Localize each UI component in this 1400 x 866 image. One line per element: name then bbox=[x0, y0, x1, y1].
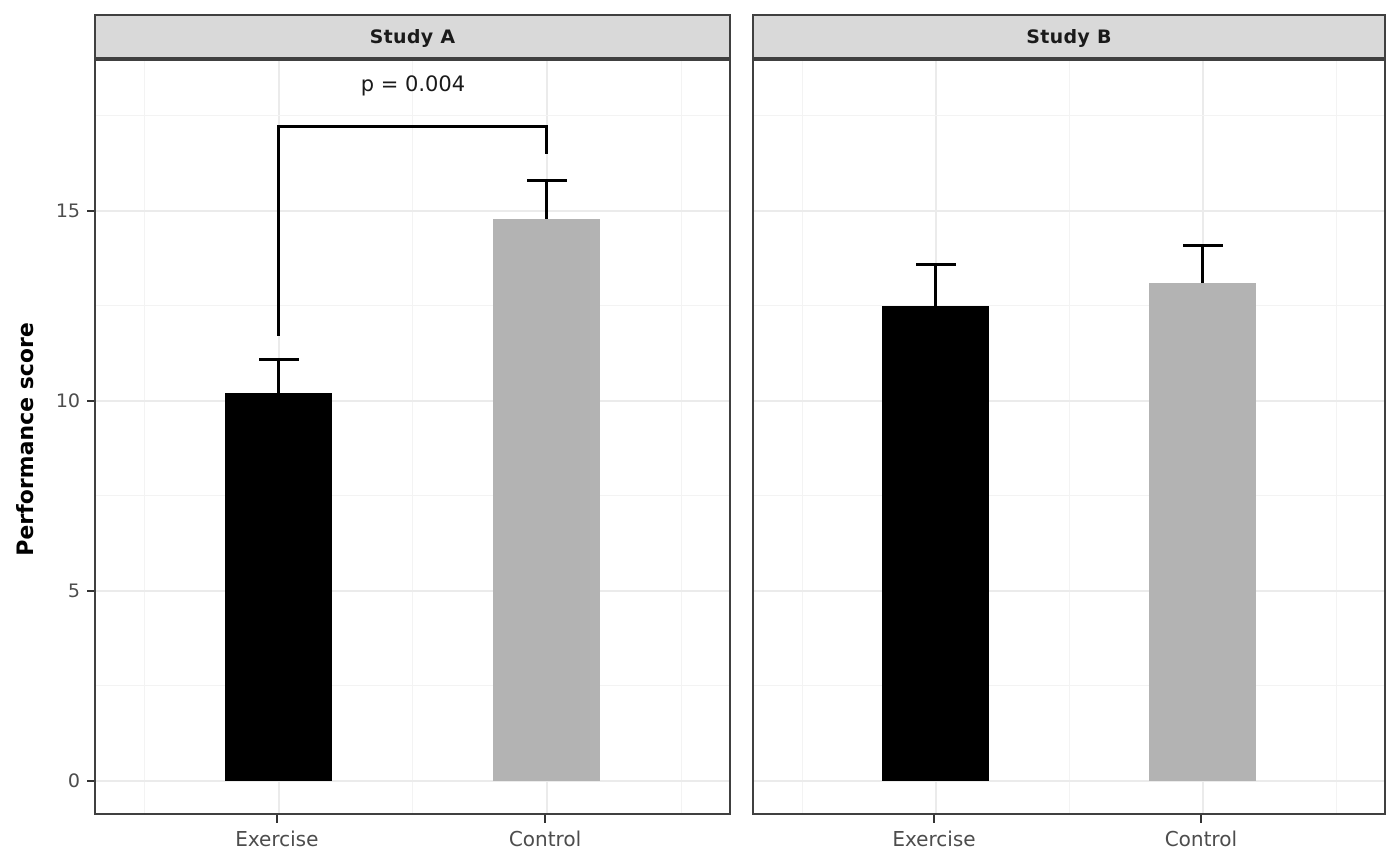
gridline-vertical-minor bbox=[412, 61, 414, 813]
gridline-horizontal-major bbox=[754, 589, 1384, 592]
facet-study-b: Study B Exercise Control bbox=[752, 0, 1386, 866]
x-axis-label-control: Control bbox=[1164, 827, 1237, 851]
gridline-horizontal-major bbox=[96, 399, 729, 402]
bar-study-b-exercise bbox=[882, 305, 990, 781]
gridline-horizontal-minor bbox=[754, 685, 1384, 687]
plot-panel-study-a: p = 0.004 bbox=[94, 59, 731, 815]
y-axis-tick-label: 0 bbox=[67, 769, 80, 792]
significance-bracket-left-arm bbox=[277, 125, 281, 337]
gridline-horizontal-minor bbox=[96, 495, 729, 497]
x-axis-tick bbox=[1199, 815, 1202, 823]
facet-strip-label: Study B bbox=[1026, 25, 1112, 48]
bar-study-b-control bbox=[1149, 283, 1257, 781]
error-bar-line-control bbox=[545, 180, 549, 219]
bar-study-a-exercise bbox=[225, 393, 333, 781]
error-bar-cap-control bbox=[526, 179, 567, 183]
gridline-horizontal-minor bbox=[96, 305, 729, 307]
gridline-horizontal-minor bbox=[754, 115, 1384, 117]
error-bar-cap-exercise bbox=[915, 262, 956, 266]
y-axis-tick-label: 15 bbox=[55, 199, 80, 222]
gridline-horizontal-major bbox=[96, 779, 729, 782]
x-axis-tick bbox=[932, 815, 935, 823]
error-bar-cap-control bbox=[1182, 243, 1223, 247]
plot-panel-study-b bbox=[752, 59, 1386, 815]
gridline-horizontal-major bbox=[96, 589, 729, 592]
gridline-vertical-minor bbox=[1068, 61, 1070, 813]
y-axis-tick bbox=[87, 209, 94, 212]
error-bar-line-control bbox=[1201, 245, 1205, 284]
gridline-vertical-minor bbox=[680, 61, 682, 813]
gridline-horizontal-major bbox=[754, 209, 1384, 212]
facet-study-a: Study A p = 0.004 Exercise Control bbox=[94, 0, 731, 866]
significance-bracket-top bbox=[277, 125, 549, 129]
significance-bracket-right-arm bbox=[545, 125, 549, 154]
error-bar-line-exercise bbox=[277, 359, 281, 394]
error-bar-line-exercise bbox=[934, 264, 938, 306]
gridline-vertical-minor bbox=[1335, 61, 1337, 813]
y-axis-tick-label: 5 bbox=[67, 579, 80, 602]
gridline-horizontal-major bbox=[96, 209, 729, 212]
p-value-label: p = 0.004 bbox=[360, 71, 466, 96]
gridline-horizontal-minor bbox=[96, 115, 729, 117]
gridline-vertical-minor bbox=[802, 61, 803, 813]
y-axis-tick bbox=[87, 779, 94, 782]
facet-strip-label: Study A bbox=[369, 25, 456, 48]
gridline-horizontal-minor bbox=[754, 495, 1384, 497]
x-axis-label-exercise: Exercise bbox=[892, 827, 976, 851]
error-bar-cap-exercise bbox=[258, 357, 299, 361]
gridline-horizontal-major bbox=[754, 779, 1384, 782]
gridline-horizontal-minor bbox=[96, 685, 729, 687]
y-axis-tick bbox=[87, 399, 94, 402]
y-axis-tick bbox=[87, 589, 94, 592]
facet-strip-study-b: Study B bbox=[752, 14, 1386, 59]
bar-study-a-control bbox=[493, 218, 601, 781]
x-axis-label-exercise: Exercise bbox=[235, 827, 319, 851]
gridline-horizontal-minor bbox=[754, 305, 1384, 307]
facet-strip-study-a: Study A bbox=[94, 14, 731, 59]
gridline-vertical-minor bbox=[144, 61, 146, 813]
x-axis-label-control: Control bbox=[508, 827, 582, 851]
y-axis-tick-label: 10 bbox=[55, 389, 80, 412]
x-axis-tick bbox=[543, 815, 546, 823]
gridline-horizontal-major bbox=[754, 399, 1384, 402]
x-axis-tick bbox=[275, 815, 278, 823]
